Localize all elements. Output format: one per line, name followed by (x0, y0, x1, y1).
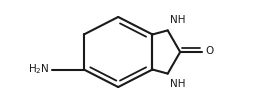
Text: H$_2$N: H$_2$N (28, 63, 49, 76)
Text: NH: NH (170, 15, 185, 25)
Text: NH: NH (170, 79, 185, 89)
Text: O: O (205, 46, 213, 56)
